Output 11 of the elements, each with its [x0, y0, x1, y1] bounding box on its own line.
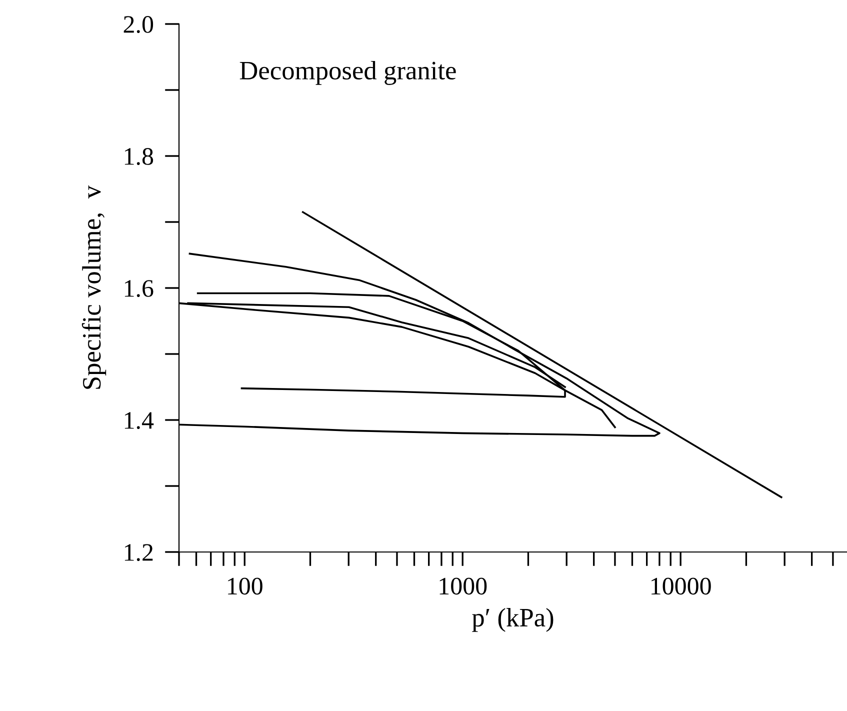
- y-axis-title: Specific volume, v: [82, 185, 106, 389]
- y-tick-label: 1.2: [124, 544, 153, 562]
- x-tick-label: 100: [228, 578, 262, 595]
- x-axis-title: p′ (kPa): [472, 608, 554, 632]
- x-tick-label: 1000: [440, 578, 487, 595]
- y-tick-label: 1.8: [124, 148, 154, 166]
- x-tick-label: 10000: [652, 578, 711, 595]
- y-tick-label: 1.6: [124, 280, 154, 298]
- y-tick-label: 2.0: [124, 16, 154, 34]
- y-tick-label: 1.4: [124, 412, 154, 430]
- annotation: Decomposed granite: [240, 60, 456, 85]
